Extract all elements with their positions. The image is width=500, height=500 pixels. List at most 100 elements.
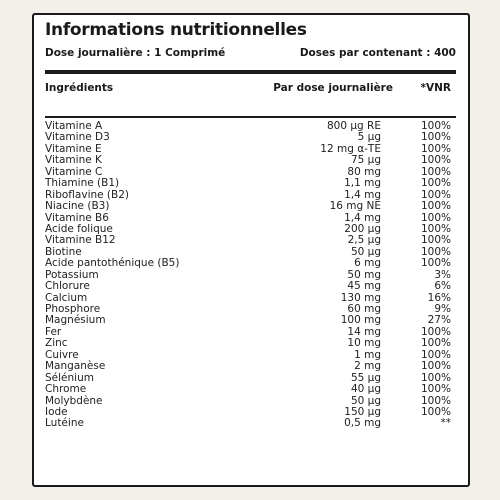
ingredient-name: Manganèse xyxy=(45,360,106,373)
ingredient-dose: 1,1 mg xyxy=(344,177,381,190)
ingredient-vnr: 100% xyxy=(420,245,451,258)
ingredient-vnr: 100% xyxy=(420,200,451,213)
ingredient-vnr: 6% xyxy=(434,280,451,293)
ingredient-vnr: 100% xyxy=(420,154,451,167)
ingredient-vnr: 100% xyxy=(420,142,451,155)
ingredient-dose: 800 µg RE xyxy=(327,120,381,132)
ingredient-name: Chlorure xyxy=(45,280,90,293)
ingredient-name: Vitamine B6 xyxy=(45,211,109,224)
ingredient-row: Lutéine 0,5 mg ** xyxy=(45,417,452,430)
ingredient-name: Vitamine K xyxy=(45,154,102,167)
ingredient-name: Magnésium xyxy=(45,314,106,327)
ingredient-vnr: 100% xyxy=(420,394,451,407)
per-dose-header: Par dose journalière xyxy=(273,82,393,94)
ingredient-dose: 150 µg xyxy=(344,405,381,418)
ingredient-vnr: 9% xyxy=(434,303,451,315)
ingredient-dose: 200 µg xyxy=(344,222,381,235)
ingredient-vnr: 100% xyxy=(420,131,451,144)
ingredient-name: Potassium xyxy=(45,268,99,281)
ingredient-dose: 50 µg xyxy=(350,394,381,407)
ingredient-name: Molybdène xyxy=(45,394,103,407)
ingredient-dose: 75 µg xyxy=(350,154,381,167)
ingredient-vnr: 100% xyxy=(420,188,451,201)
ingredient-vnr: 16% xyxy=(427,291,451,304)
ingredient-row: Manganèse 2 mg 100% xyxy=(45,360,451,373)
ingredient-row: Niacine (B3) 16 mg NE 100% xyxy=(45,200,451,213)
ingredient-row: Calcium 130 mg 16% xyxy=(45,291,451,304)
daily-dose-label: Dose journalière : 1 Comprimé xyxy=(45,47,226,59)
ingredient-row: Acide folique 200 µg 100% xyxy=(45,222,451,235)
ingredient-name: Fer xyxy=(45,325,62,338)
ingredient-row: Vitamine K 75 µg 100% xyxy=(45,154,451,167)
ingredient-dose: 50 µg xyxy=(350,245,381,258)
ingredient-vnr: 100% xyxy=(420,325,451,338)
ingredient-dose: 40 µg xyxy=(350,383,381,396)
ingredient-row: Molybdène 50 µg 100% xyxy=(45,394,451,407)
ingredient-vnr: 100% xyxy=(420,234,451,247)
ingredient-name: Biotine xyxy=(45,245,82,258)
ingredient-dose: 45 mg xyxy=(347,280,381,293)
ingredient-vnr: 100% xyxy=(420,371,451,384)
header-divider xyxy=(45,116,456,118)
ingredient-vnr: ** xyxy=(440,417,452,430)
ingredient-dose: 10 mg xyxy=(347,337,381,350)
ingredients-header: Ingrédients xyxy=(45,82,114,94)
ingredient-dose: 60 mg xyxy=(347,303,381,315)
ingredient-row: Vitamine A 800 µg RE 100% xyxy=(45,120,451,132)
ingredient-row: Vitamine B6 1,4 mg 100% xyxy=(45,211,451,224)
ingredient-row: Vitamine E 12 mg α-TE 100% xyxy=(45,142,451,155)
ingredient-dose: 50 mg xyxy=(347,268,381,281)
nutrition-facts-panel: Informations nutritionnelles Dose journa… xyxy=(32,13,470,487)
ingredient-row: Zinc 10 mg 100% xyxy=(45,337,451,350)
ingredient-vnr: 100% xyxy=(420,211,451,224)
ingredient-name: Thiamine (B1) xyxy=(45,177,120,190)
ingredient-row: Fer 14 mg 100% xyxy=(45,325,451,338)
vnr-header: *VNR xyxy=(420,82,452,94)
ingredient-row: Acide pantothénique (B5) 6 mg 100% xyxy=(45,257,451,270)
ingredient-dose: 5 µg xyxy=(357,131,381,144)
ingredient-name: Vitamine A xyxy=(45,120,103,132)
ingredient-vnr: 100% xyxy=(420,257,451,270)
ingredient-vnr: 27% xyxy=(427,314,451,327)
ingredient-dose: 55 µg xyxy=(350,371,381,384)
ingredient-row: Vitamine B12 2,5 µg 100% xyxy=(45,234,451,247)
ingredient-name: Vitamine E xyxy=(45,142,102,155)
ingredient-name: Chrome xyxy=(45,383,87,396)
ingredient-dose: 1,4 mg xyxy=(344,211,381,224)
ingredient-vnr: 3% xyxy=(434,268,451,281)
ingredient-vnr: 100% xyxy=(420,165,451,178)
ingredient-row: Potassium 50 mg 3% xyxy=(45,268,451,281)
ingredient-name: Niacine (B3) xyxy=(45,200,110,213)
ingredient-row: Phosphore 60 mg 9% xyxy=(45,303,451,315)
ingredient-name: Vitamine D3 xyxy=(45,131,110,144)
ingredient-vnr: 100% xyxy=(420,120,451,132)
ingredient-dose: 1 mg xyxy=(354,348,381,361)
ingredient-vnr: 100% xyxy=(420,360,451,373)
ingredient-dose: 6 mg xyxy=(354,257,381,270)
ingredient-row: Thiamine (B1) 1,1 mg 100% xyxy=(45,177,451,190)
ingredient-name: Iode xyxy=(45,405,68,418)
ingredient-name: Calcium xyxy=(45,291,88,304)
ingredient-name: Cuivre xyxy=(45,348,79,361)
ingredient-row: Chrome 40 µg 100% xyxy=(45,383,451,396)
ingredient-name: Riboflavine (B2) xyxy=(45,188,130,201)
doses-per-container-label: Doses par contenant : 400 xyxy=(299,47,456,59)
ingredient-row: Magnésium 100 mg 27% xyxy=(45,314,451,327)
ingredient-name: Acide folique xyxy=(45,222,113,235)
ingredient-vnr: 100% xyxy=(420,337,451,350)
ingredient-vnr: 100% xyxy=(420,348,451,361)
ingredient-dose: 2,5 µg xyxy=(347,234,381,247)
ingredient-name: Acide pantothénique (B5) xyxy=(45,257,180,270)
panel-title: Informations nutritionnelles xyxy=(45,20,307,40)
ingredient-row: Vitamine C 80 mg 100% xyxy=(45,165,451,178)
ingredient-list: Vitamine A 800 µg RE 100% Vitamine D3 5 µg 10… xyxy=(45,120,452,430)
ingredient-name: Vitamine B12 xyxy=(45,234,116,247)
ingredient-row: Riboflavine (B2) 1,4 mg 100% xyxy=(45,188,451,201)
ingredient-name: Phosphore xyxy=(45,303,101,315)
thick-divider xyxy=(45,70,456,74)
ingredient-row: Cuivre 1 mg 100% xyxy=(45,348,451,361)
ingredient-name: Sélénium xyxy=(45,371,94,384)
ingredient-dose: 2 mg xyxy=(354,360,381,373)
ingredient-row: Chlorure 45 mg 6% xyxy=(45,280,451,293)
ingredient-name: Zinc xyxy=(45,337,68,350)
